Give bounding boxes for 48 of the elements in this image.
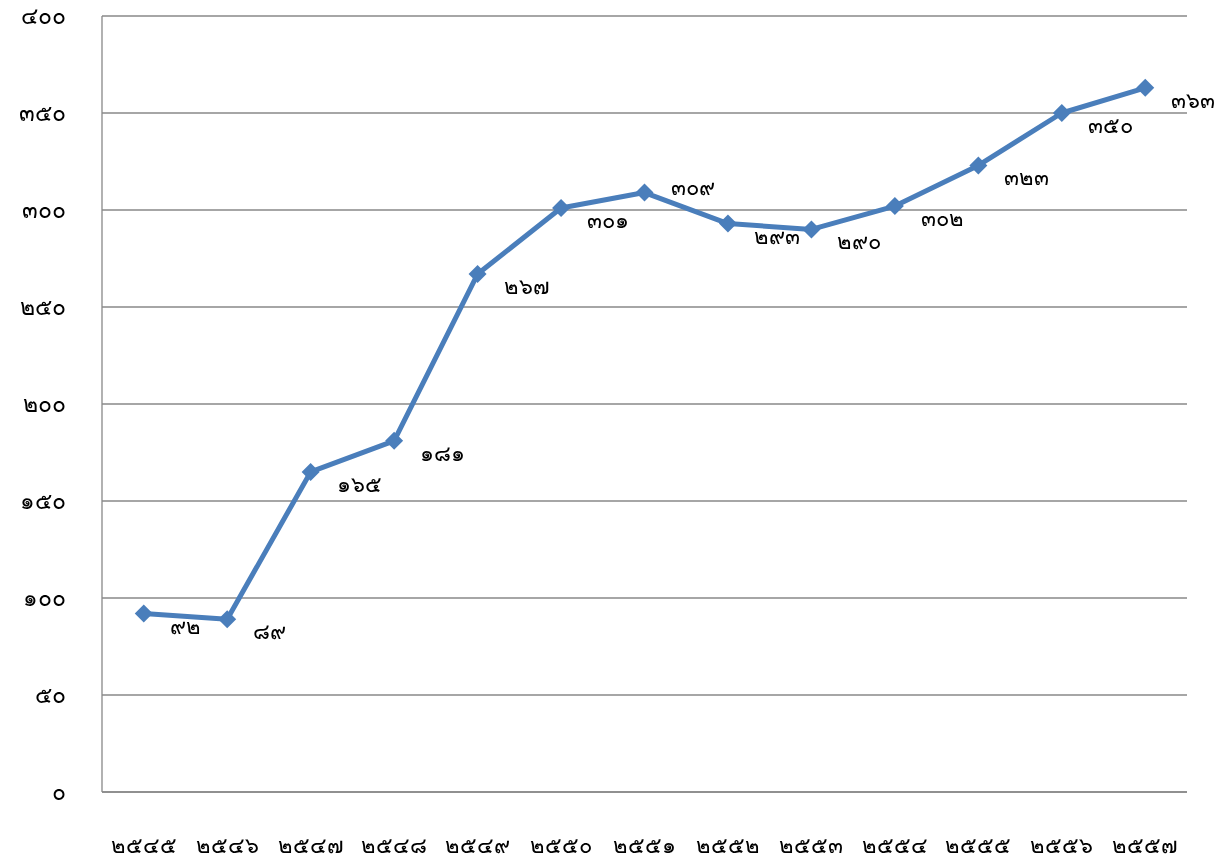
y-tick-label: ๕๐ (35, 682, 66, 708)
x-tick-label: ๒๕๕๓ (779, 833, 844, 858)
data-label: ๓๒๓ (1004, 165, 1050, 191)
data-label: ๙๒ (169, 613, 201, 639)
point (1136, 78, 1155, 97)
x-tick-label: ๒๕๕๐ (530, 833, 593, 858)
point (218, 610, 237, 629)
x-tick-label: ๒๕๕๑ (613, 833, 676, 858)
y-tick-label: ๐ (52, 779, 66, 805)
x-tick-label: ๒๕๔๙ (445, 833, 511, 858)
data-label: ๓๕๐ (1087, 113, 1133, 138)
y-tick-label: ๒๐๐ (23, 391, 66, 417)
point (969, 156, 988, 175)
point (718, 214, 737, 233)
x-tick-label: ๒๕๕๗ (1112, 833, 1179, 858)
y-tick-label: ๓๐๐ (22, 197, 66, 223)
data-label: ๒๙๓ (753, 223, 800, 249)
point (468, 265, 487, 284)
point (301, 462, 320, 481)
x-tick-label: ๒๕๔๘ (361, 833, 428, 858)
point (134, 604, 153, 623)
point (552, 199, 571, 218)
data-label: ๒๖๗ (503, 274, 550, 300)
point (885, 197, 904, 216)
point (635, 183, 654, 202)
y-tick-label: ๓๕๐ (19, 100, 66, 126)
data-label: ๓๖๓ (1171, 87, 1216, 113)
point (1052, 104, 1071, 122)
x-tick-label: ๒๕๔๖ (195, 833, 259, 858)
data-label: ๘๙ (253, 619, 287, 645)
x-tick-label: ๒๕๕๔ (861, 833, 928, 858)
x-tick-label: ๒๕๕๒ (695, 833, 760, 858)
y-tick-label: ๑๕๐ (20, 488, 66, 514)
data-label: ๑๘๑ (420, 440, 466, 466)
y-tick-label: ๒๕๐ (20, 294, 66, 320)
data-label: ๓๐๙ (670, 174, 715, 200)
point (802, 220, 821, 239)
y-tick-label: ๑๐๐ (23, 585, 66, 611)
data-label: ๓๐๒ (920, 206, 964, 232)
data-label: ๑๖๕ (336, 471, 382, 497)
y-tick-label: ๔๐๐ (21, 3, 66, 29)
x-tick-label: ๒๕๕๕ (945, 833, 1012, 858)
point (385, 431, 404, 450)
data-label: ๓๐๑ (587, 208, 630, 234)
data-label: ๒๙๐ (837, 229, 882, 255)
x-tick-label: ๒๕๕๖ (1030, 833, 1094, 858)
x-tick-label: ๒๕๔๕ (110, 833, 177, 858)
x-tick-label: ๒๕๔๗ (277, 833, 344, 858)
